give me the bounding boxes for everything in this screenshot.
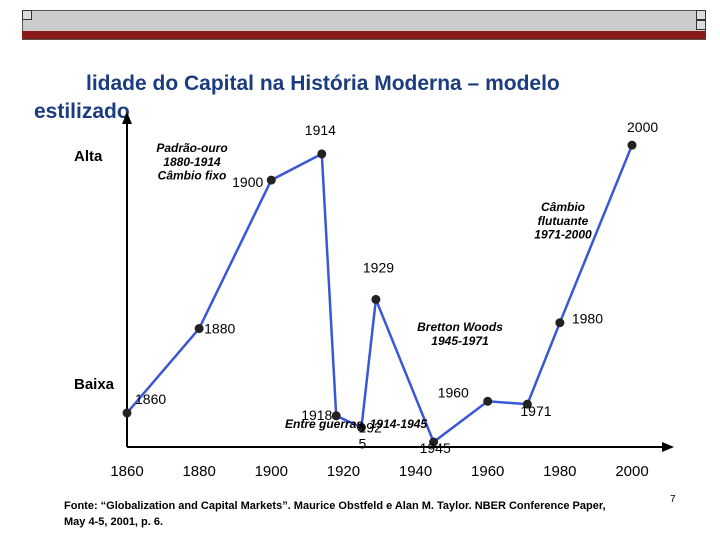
header-stripe <box>22 31 706 39</box>
data-point <box>122 408 132 418</box>
y-axis-arrow <box>122 112 132 124</box>
point-label: 192 5 <box>358 419 382 451</box>
x-tick-label: 1900 <box>255 463 288 480</box>
title-line-1: lidade do Capital na História Moderna – … <box>86 72 560 95</box>
source-line-1: Fonte: “Globalization and Capital Market… <box>64 500 606 512</box>
point-label: 1980 <box>572 311 603 327</box>
header-square-left <box>22 10 32 20</box>
annotation-floating: Câmbio flutuante 1971-2000 <box>534 200 592 242</box>
point-label: 1880 <box>204 321 235 337</box>
data-point <box>194 324 204 334</box>
point-label: 1918 <box>301 407 332 423</box>
header-square-right-mid <box>696 20 706 30</box>
annotation-gold-standard: Padrão-ouro 1880-1914 Câmbio fixo <box>156 141 227 183</box>
x-tick-label: 1860 <box>110 463 143 480</box>
point-label: 1914 <box>305 122 336 138</box>
annotation-bretton-woods: Bretton Woods 1945-1971 <box>417 320 503 348</box>
point-label: 1945 <box>420 440 451 456</box>
annotation-interwar: Entre guerras, 1914-1945 <box>285 417 427 431</box>
slide-title: lidade do Capital na História Moderna – … <box>34 70 694 126</box>
source-note: Fonte: “Globalization and Capital Market… <box>64 498 664 530</box>
page-number: 7 <box>670 494 676 505</box>
x-axis-arrow <box>662 442 674 452</box>
point-label: 1929 <box>363 259 394 275</box>
point-label: 2000 <box>627 119 658 135</box>
data-point <box>627 140 637 150</box>
header-square-right-top <box>696 10 706 20</box>
point-label: 1971 <box>520 403 551 419</box>
data-point <box>266 175 276 185</box>
data-point <box>429 437 439 447</box>
y-label-alta: Alta <box>74 148 103 165</box>
data-point <box>483 396 493 406</box>
source-line-2: May 4-5, 2001, p. 6. <box>64 516 164 528</box>
title-line-2: estilizado <box>34 100 130 123</box>
x-tick-label: 1980 <box>543 463 576 480</box>
point-label: 1960 <box>438 384 469 400</box>
x-tick-label: 2000 <box>615 463 648 480</box>
point-label: 1860 <box>135 391 166 407</box>
data-point <box>522 399 532 409</box>
series-line <box>126 144 634 444</box>
x-tick-label: 1940 <box>399 463 432 480</box>
data-point <box>555 318 565 328</box>
data-point <box>371 294 381 304</box>
x-tick-label: 1880 <box>182 463 215 480</box>
x-tick-label: 1920 <box>327 463 360 480</box>
data-point <box>317 149 327 159</box>
x-tick-label: 1960 <box>471 463 504 480</box>
data-point <box>356 422 366 432</box>
point-label: 1900 <box>232 174 263 190</box>
data-point <box>331 411 341 421</box>
y-label-baixa: Baixa <box>74 376 115 393</box>
